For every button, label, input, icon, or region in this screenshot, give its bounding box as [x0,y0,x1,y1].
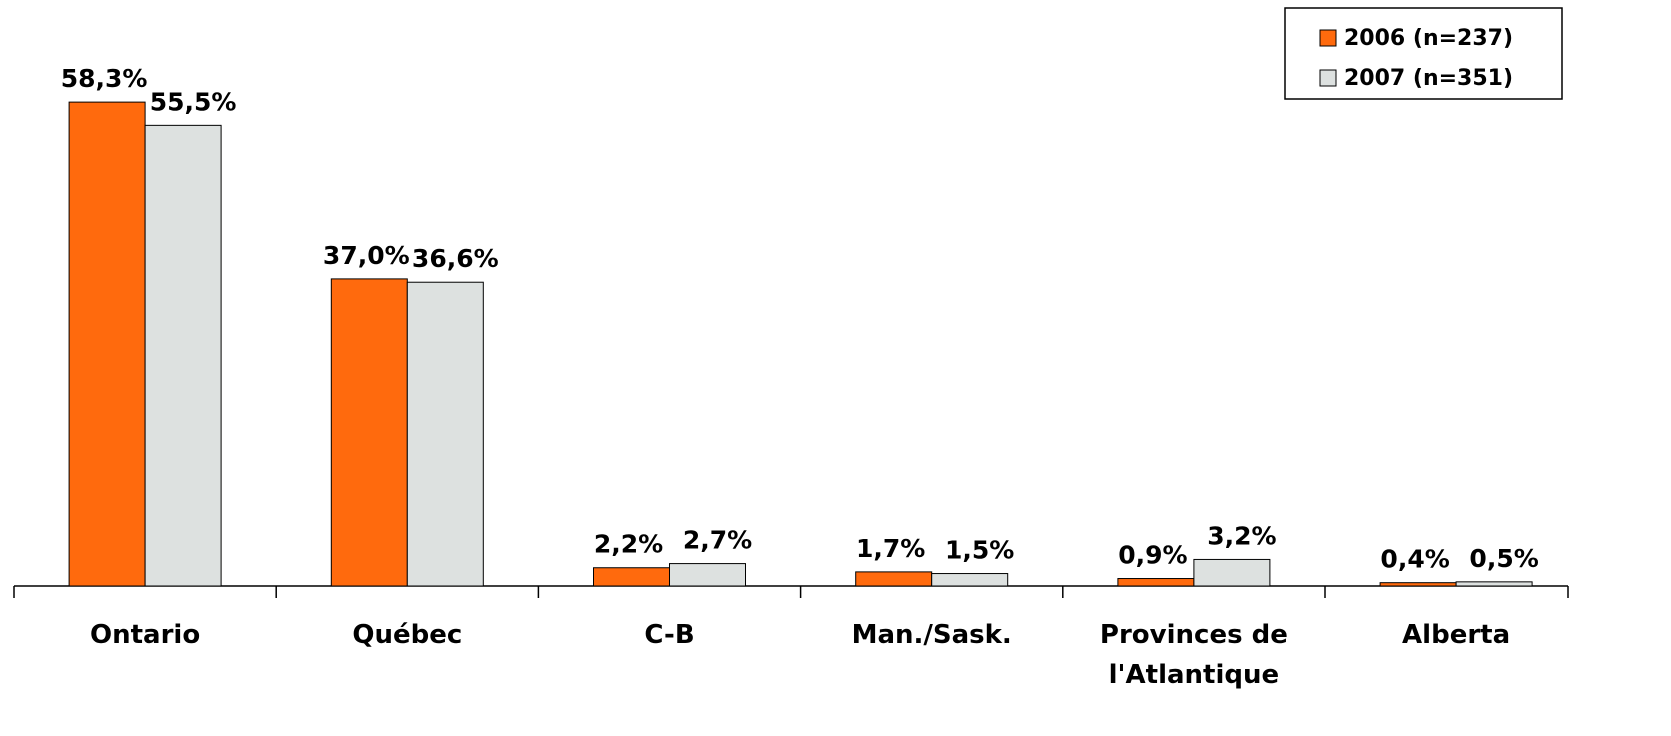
data-label: 55,5% [150,87,237,116]
x-tick-label: C-B [644,620,695,650]
data-label: 3,2% [1207,521,1276,550]
x-tick-label: Québec [352,620,463,650]
data-label: 37,0% [323,241,410,270]
x-tick-label: Alberta [1402,620,1511,650]
data-label: 2,7% [683,526,752,555]
x-tick-label: Provinces de l'Atlantique [1099,620,1288,690]
bar [669,563,746,587]
legend-swatch [1319,29,1337,47]
legend-label: 2007 (n=351) [1344,66,1513,91]
bar [1193,558,1271,587]
x-tick-label: Man./Sask. [851,620,1012,650]
bar [855,571,933,587]
bar [406,281,484,587]
data-label: 1,7% [856,534,925,563]
bar [144,124,222,587]
legend-label: 2006 (n=237) [1344,26,1513,51]
data-label: 58,3% [61,64,148,93]
data-label: 0,4% [1380,545,1449,574]
data-label: 0,9% [1118,541,1187,570]
bar [1379,582,1457,587]
bar [68,101,146,587]
data-label: 36,6% [412,244,499,273]
legend-swatch [1319,69,1337,87]
bar [1455,581,1533,587]
data-label: 1,5% [945,536,1014,565]
bar [931,573,1009,587]
x-tick-label: Ontario [90,620,201,650]
data-label: 2,2% [594,530,663,559]
bar [593,567,670,587]
data-label: 0,5% [1469,544,1538,573]
bar [330,278,408,587]
bar [1117,578,1195,587]
